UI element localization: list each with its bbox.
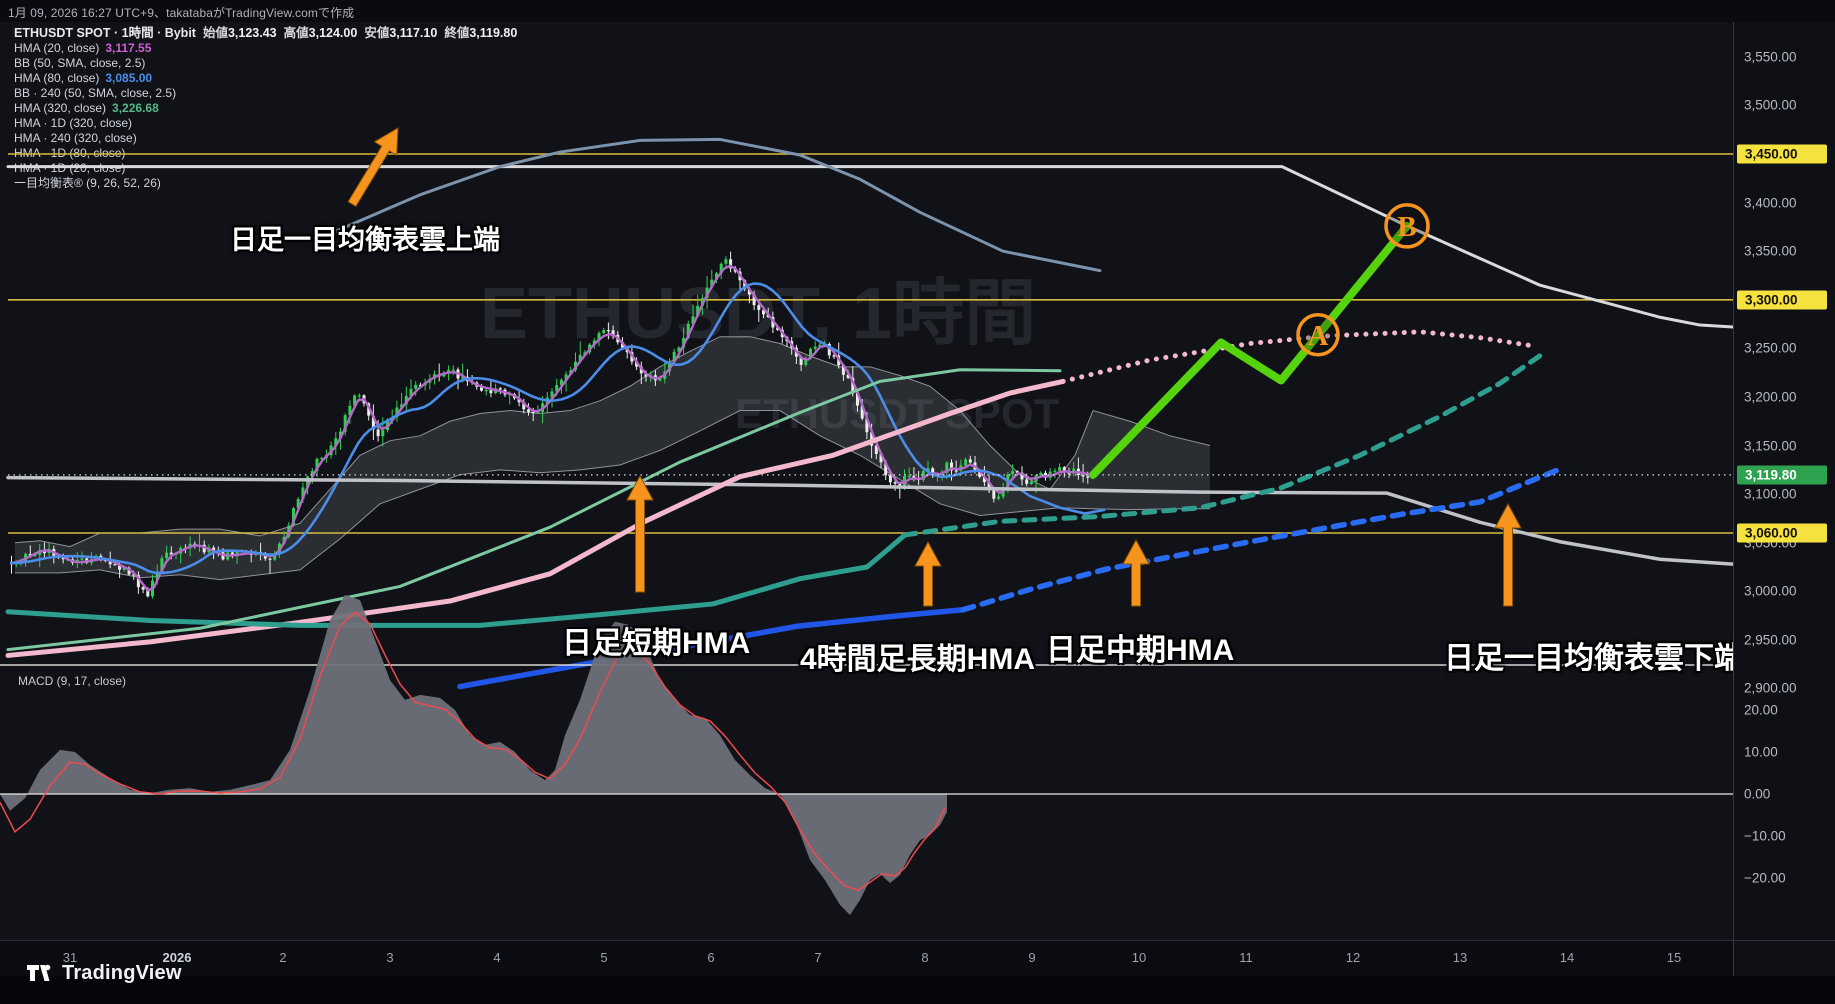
annotation-label[interactable]: 日足中期HMA bbox=[1046, 634, 1235, 667]
level-price-badge[interactable]: 3,450.00 bbox=[1737, 144, 1827, 164]
time-tick: 9 bbox=[1028, 950, 1036, 965]
ohlc-value: 3,123.43 bbox=[227, 26, 277, 40]
legend-indicator-row[interactable]: 一目均衡表® (9, 26, 52, 26) bbox=[14, 176, 517, 191]
time-tick: 3 bbox=[386, 950, 394, 965]
price-tick: 3,250.00 bbox=[1744, 340, 1797, 356]
macd-tick: 20.00 bbox=[1744, 702, 1778, 718]
price-axis[interactable]: 3,550.00 3,500.00 3,400.00 3,350.00 3,250.00… bbox=[1733, 22, 1835, 940]
ohlc-label: 終値 bbox=[444, 26, 470, 40]
macd-tick: 0.00 bbox=[1744, 786, 1771, 802]
price-tick: 3,400.00 bbox=[1744, 195, 1797, 211]
time-tick: 8 bbox=[921, 950, 929, 965]
time-tick: 4 bbox=[493, 950, 501, 965]
axis-corner bbox=[1733, 940, 1835, 977]
indicator-label: HMA · 240 (320, close) bbox=[14, 131, 137, 145]
time-tick: 15 bbox=[1666, 950, 1682, 965]
watermark-symbol: ETHUSDT, 1時間 bbox=[480, 274, 1037, 354]
macd-tick: −10.00 bbox=[1744, 828, 1786, 844]
tradingview-logo-icon bbox=[27, 964, 51, 981]
indicator-value: 3,085.00 bbox=[105, 71, 153, 85]
time-tick: 2026 bbox=[162, 950, 192, 965]
ohlc-label: 始値 bbox=[202, 26, 228, 40]
time-axis[interactable]: 31 2026 2 3 4 5 6 7 8 9 10 11 12 13 14 15 bbox=[0, 940, 1733, 977]
ohlc-label: 安値 bbox=[364, 26, 390, 40]
price-tick: 2,950.00 bbox=[1744, 632, 1797, 648]
time-tick: 2 bbox=[279, 950, 287, 965]
level-price-badge[interactable]: 3,060.00 bbox=[1737, 523, 1827, 543]
indicator-label: HMA (80, close) bbox=[14, 71, 100, 85]
indicator-label: HMA (320, close) bbox=[14, 101, 107, 115]
legend-indicator-row[interactable]: HMA · 1D (20, close) bbox=[14, 161, 517, 176]
top-info-bar: 1月 09, 2026 16:27 UTC+9、takatabaがTrading… bbox=[0, 0, 1835, 23]
last-price-badge[interactable]: 3,119.80 bbox=[1737, 465, 1827, 485]
time-tick: 10 bbox=[1131, 950, 1147, 965]
annotation-label[interactable]: 日足一目均衡表雲下端 bbox=[1444, 642, 1744, 675]
indicator-value: 3,226.68 bbox=[112, 101, 159, 115]
level-price-badge[interactable]: 3,300.00 bbox=[1737, 290, 1827, 310]
creation-note: 1月 09, 2026 16:27 UTC+9、takatabaがTrading… bbox=[8, 6, 355, 20]
legend-indicator-row[interactable]: BB · 240 (50, SMA, close, 2.5) bbox=[14, 86, 517, 101]
time-tick: 12 bbox=[1345, 950, 1361, 965]
indicator-label: 一目均衡表® (9, 26, 52, 26) bbox=[14, 176, 161, 190]
indicator-label: HMA · 1D (80, close) bbox=[14, 146, 126, 160]
footer-bar: TradingView bbox=[0, 962, 1835, 1004]
legend-indicator-row[interactable]: HMA · 1D (80, close) bbox=[14, 146, 517, 161]
time-tick: 6 bbox=[707, 950, 715, 965]
time-tick: 14 bbox=[1559, 950, 1575, 965]
ohlc-label: 高値 bbox=[283, 26, 309, 40]
ohlc-value: 3,117.10 bbox=[389, 26, 438, 40]
time-tick: 13 bbox=[1452, 950, 1468, 965]
indicator-label: HMA (20, close) bbox=[14, 41, 100, 55]
price-tick: 2,900.00 bbox=[1744, 680, 1797, 696]
annotation-label[interactable]: 日足短期HMA bbox=[562, 627, 751, 660]
price-tick: 3,500.00 bbox=[1744, 97, 1797, 113]
indicator-value: 3,117.55 bbox=[105, 41, 152, 55]
indicator-label: HMA · 1D (20, close) bbox=[14, 161, 126, 175]
time-tick: 5 bbox=[600, 950, 608, 965]
annotation-label[interactable]: 4時間足長期HMA bbox=[800, 643, 1036, 676]
legend-indicator-row[interactable]: HMA · 240 (320, close) bbox=[14, 131, 517, 146]
legend-indicator-row[interactable]: HMA (20, close) 3,117.55 bbox=[14, 41, 517, 56]
annotation-label[interactable]: 日足一目均衡表雲上端 bbox=[230, 225, 500, 255]
tradingview-logo[interactable]: TradingView bbox=[24, 958, 182, 988]
indicator-label: BB · 240 (50, SMA, close, 2.5) bbox=[14, 86, 177, 100]
symbol-title: ETHUSDT SPOT · 1時間 · Bybit bbox=[14, 26, 196, 40]
price-tick: 3,550.00 bbox=[1744, 49, 1797, 65]
price-tick: 3,200.00 bbox=[1744, 389, 1797, 405]
indicator-label: HMA · 1D (320, close) bbox=[14, 116, 133, 130]
tradingview-brand-text: TradingView bbox=[62, 961, 182, 984]
price-tick: 3,150.00 bbox=[1744, 438, 1797, 454]
time-tick: 31 bbox=[62, 950, 78, 965]
price-tick: 3,100.00 bbox=[1744, 486, 1797, 502]
macd-tick: 10.00 bbox=[1744, 744, 1778, 760]
price-tick: 3,350.00 bbox=[1744, 243, 1797, 259]
time-tick: 7 bbox=[814, 950, 822, 965]
legend-indicator-row[interactable]: HMA (80, close) 3,085.00 bbox=[14, 71, 517, 86]
price-tick: 3,000.00 bbox=[1744, 583, 1797, 599]
indicator-label: BB (50, SMA, close, 2.5) bbox=[14, 56, 146, 70]
ohlc-value: 3,124.00 bbox=[308, 26, 358, 40]
legend-indicator-row[interactable]: BB (50, SMA, close, 2.5) bbox=[14, 56, 517, 71]
legend-indicator-row[interactable]: HMA · 1D (320, close) bbox=[14, 116, 517, 131]
macd-indicator-label[interactable]: MACD (9, 17, close) bbox=[18, 674, 127, 688]
ohlc-value: 3,119.80 bbox=[469, 26, 518, 40]
legend-indicator-row[interactable]: HMA (320, close) 3,226.68 bbox=[14, 101, 517, 116]
time-tick: 11 bbox=[1239, 950, 1253, 965]
macd-tick: −20.00 bbox=[1744, 870, 1786, 886]
legend-title-row[interactable]: ETHUSDT SPOT · 1時間 · Bybit 始値3,123.43 高値3,… bbox=[14, 26, 517, 41]
chart-pane[interactable]: ETHUSDT, 1時間 ETHUSDT SPOT ETHUSDT SPOT ·… bbox=[0, 22, 1733, 940]
watermark-symbol-2: ETHUSDT SPOT bbox=[735, 390, 1060, 437]
indicator-legend: ETHUSDT SPOT · 1時間 · Bybit 始値3,123.43 高値3,… bbox=[14, 26, 517, 191]
